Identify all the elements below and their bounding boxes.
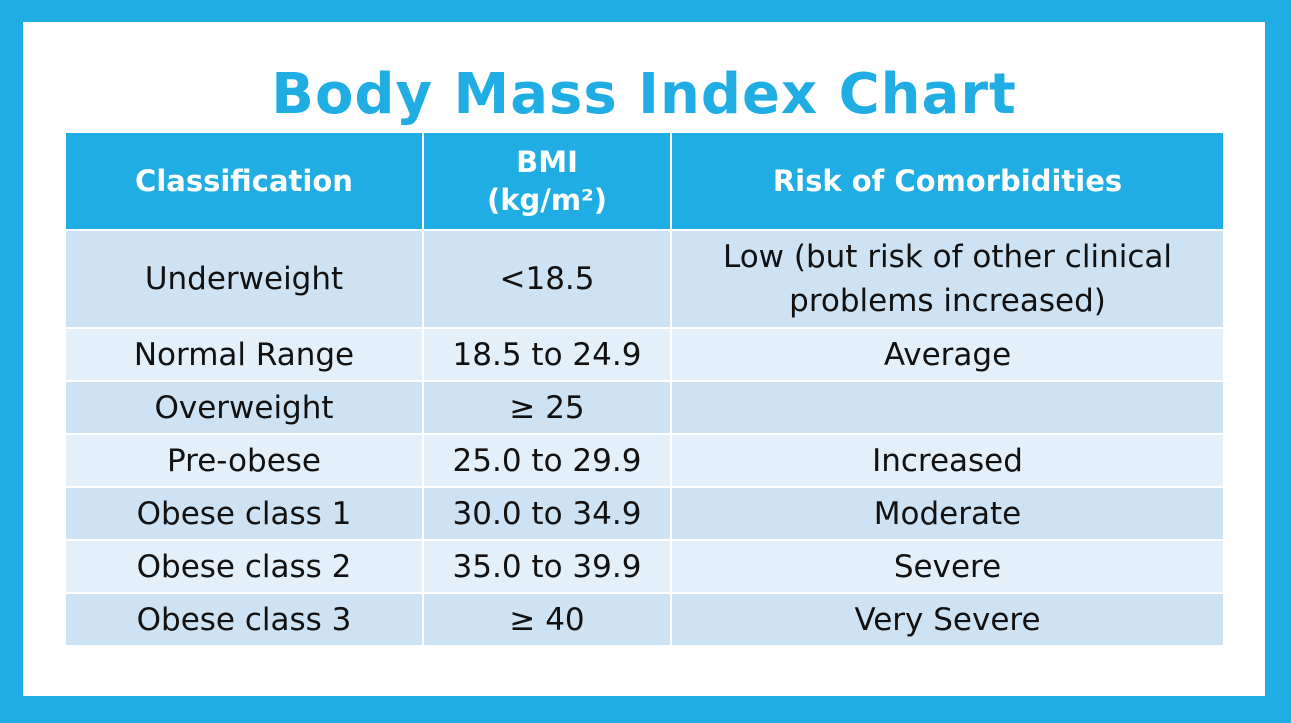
header-row: Classification BMI (kg/m²) Risk of Comor… xyxy=(64,131,1225,231)
cell-risk: Low (but risk of other clinical problems… xyxy=(670,229,1225,329)
cell-risk: Increased xyxy=(670,433,1225,488)
cell-bmi: ≥ 25 xyxy=(422,380,672,435)
cell-bmi: 35.0 to 39.9 xyxy=(422,539,672,594)
cell-risk: Very Severe xyxy=(670,592,1225,647)
table-row-obese-class-1: Obese class 1 30.0 to 34.9 Moderate xyxy=(64,486,1225,541)
cell-classification: Pre-obese xyxy=(64,433,424,488)
bmi-table: Classification BMI (kg/m²) Risk of Comor… xyxy=(64,131,1225,647)
cell-bmi: <18.5 xyxy=(422,229,672,329)
cell-risk-line1: Low (but risk of other clinical xyxy=(722,239,1172,275)
table-row-overweight: Overweight ≥ 25 xyxy=(64,380,1225,435)
table-row-pre-obese: Pre-obese 25.0 to 29.9 Increased xyxy=(64,433,1225,488)
cell-risk-line2: problems increased) xyxy=(789,283,1106,319)
cell-classification: Underweight xyxy=(64,229,424,329)
cell-classification: Obese class 3 xyxy=(64,592,424,647)
cell-classification: Overweight xyxy=(64,380,424,435)
cell-risk: Moderate xyxy=(670,486,1225,541)
cell-classification: Normal Range xyxy=(64,327,424,382)
cell-risk xyxy=(670,380,1225,435)
header-bmi: BMI (kg/m²) xyxy=(422,131,672,231)
cell-bmi: 30.0 to 34.9 xyxy=(422,486,672,541)
header-bmi-line1: BMI xyxy=(516,145,578,179)
table-row-normal-range: Normal Range 18.5 to 24.9 Average xyxy=(64,327,1225,382)
table-row-underweight: Underweight <18.5 Low (but risk of other… xyxy=(64,229,1225,329)
chart-frame: Body Mass Index Chart Classification BMI… xyxy=(23,22,1265,696)
cell-bmi: 18.5 to 24.9 xyxy=(422,327,672,382)
header-risk: Risk of Comorbidities xyxy=(670,131,1225,231)
cell-bmi: 25.0 to 29.9 xyxy=(422,433,672,488)
table-row-obese-class-2: Obese class 2 35.0 to 39.9 Severe xyxy=(64,539,1225,594)
cell-bmi: ≥ 40 xyxy=(422,592,672,647)
chart-title: Body Mass Index Chart xyxy=(271,62,1017,127)
cell-classification: Obese class 1 xyxy=(64,486,424,541)
header-bmi-line2: (kg/m²) xyxy=(486,183,608,217)
table-row-obese-class-3: Obese class 3 ≥ 40 Very Severe xyxy=(64,592,1225,647)
cell-risk: Severe xyxy=(670,539,1225,594)
cell-classification: Obese class 2 xyxy=(64,539,424,594)
header-classification: Classification xyxy=(64,131,424,231)
cell-risk: Average xyxy=(670,327,1225,382)
